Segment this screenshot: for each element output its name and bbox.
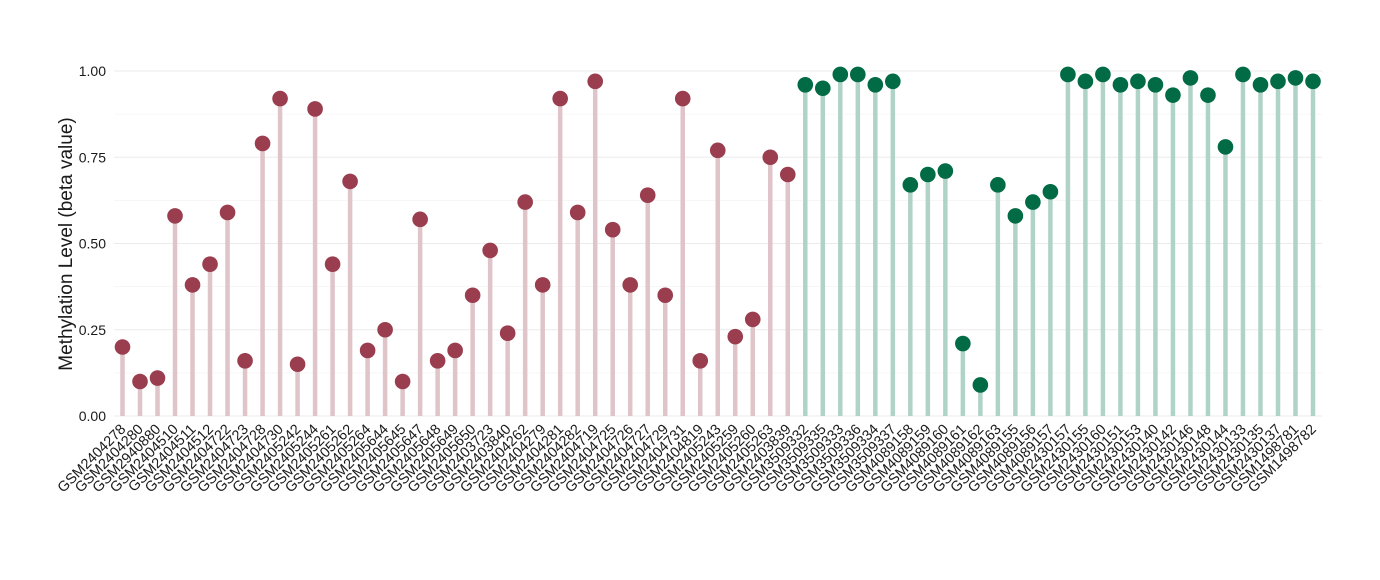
lollipop-point	[1095, 66, 1111, 83]
lollipop-point	[149, 370, 166, 386]
lollipop-point	[219, 204, 236, 221]
lollipop-point	[482, 242, 498, 259]
lollipop-point	[832, 66, 849, 83]
lollipop-point	[885, 73, 901, 90]
lollipop-point	[447, 342, 463, 359]
lollipop-point	[394, 373, 411, 390]
lollipop-point	[955, 335, 971, 352]
lollipop-point	[1305, 73, 1321, 90]
lollipop-point	[534, 277, 551, 293]
lollipop-point	[920, 166, 936, 183]
lollipop-point	[604, 221, 621, 238]
lollipop-point	[359, 342, 376, 359]
lollipop-point	[587, 73, 603, 90]
lollipop-point	[1007, 208, 1024, 224]
lollipop-point	[639, 187, 656, 203]
lollipop-point	[1112, 77, 1129, 93]
y-tick-label: 0.00	[79, 408, 106, 424]
lollipop-point	[744, 311, 761, 328]
lollipop-point	[814, 80, 831, 97]
lollipop-point	[254, 135, 271, 152]
lollipop-point	[674, 90, 691, 107]
lollipop-point	[762, 149, 779, 166]
y-axis: 0.00 0.25 0.50 0.75 1.00	[79, 63, 106, 424]
lollipop-point	[569, 204, 586, 221]
lollipop-point	[1147, 77, 1164, 93]
lollipop-point	[709, 142, 726, 159]
lollipop-point	[1042, 183, 1059, 200]
lollipop-point	[1235, 66, 1251, 83]
lollipop-point	[272, 90, 288, 107]
lollipop-point	[867, 77, 884, 93]
lollipop-point	[132, 373, 148, 390]
lollipop-point	[1165, 87, 1181, 103]
lollipop-point	[937, 163, 954, 179]
lollipop-point	[727, 328, 744, 345]
lollipop-point	[990, 177, 1006, 193]
lollipop-point	[1025, 194, 1041, 210]
lollipop-point	[1060, 66, 1076, 83]
lollipop-point	[114, 339, 131, 355]
lollipop-point	[692, 353, 709, 369]
lollipop-point	[429, 353, 446, 369]
lollipop-point	[1287, 70, 1304, 86]
lollipop-point	[657, 287, 674, 304]
lollipop-point	[324, 256, 341, 273]
lollipop-point	[377, 321, 393, 338]
lollipop-point	[464, 287, 481, 304]
lollipop-point	[1270, 73, 1286, 90]
lollipop-point	[1182, 70, 1199, 86]
y-tick-label: 0.25	[79, 322, 106, 338]
lollipop-point	[1130, 73, 1146, 90]
lollipop-point	[902, 177, 919, 193]
lollipop-point	[1252, 77, 1269, 93]
lollipop-point	[797, 77, 814, 93]
lollipop-point	[517, 194, 533, 210]
y-axis-title: Methylation Level (beta value)	[56, 117, 77, 370]
y-tick-label: 0.50	[79, 236, 106, 252]
lollipop-point	[289, 356, 306, 373]
lollipop-point	[622, 277, 639, 293]
lollipop-point	[552, 90, 568, 107]
lollipop-point	[1217, 139, 1234, 155]
y-tick-label: 0.75	[79, 149, 106, 165]
lollipop-point	[307, 101, 323, 117]
lollipop-point	[972, 377, 989, 393]
lollipop-point	[202, 256, 218, 273]
lollipop-point	[499, 325, 516, 342]
y-tick-label: 1.00	[79, 63, 106, 79]
lollipop-point	[237, 353, 253, 369]
lollipop-points	[114, 66, 1321, 393]
lollipop-stems	[120, 74, 1316, 416]
lollipop-point	[1077, 73, 1094, 90]
x-axis: GSM2404278GSM2404280GSM2940880GSM2404510…	[55, 422, 1320, 497]
lollipop-point	[850, 66, 866, 83]
lollipop-point	[342, 173, 358, 190]
lollipop-point	[1200, 87, 1216, 103]
lollipop-point	[184, 277, 201, 293]
lollipop-point	[779, 166, 796, 183]
lollipop-point	[167, 208, 183, 224]
lollipop-point	[412, 211, 428, 228]
